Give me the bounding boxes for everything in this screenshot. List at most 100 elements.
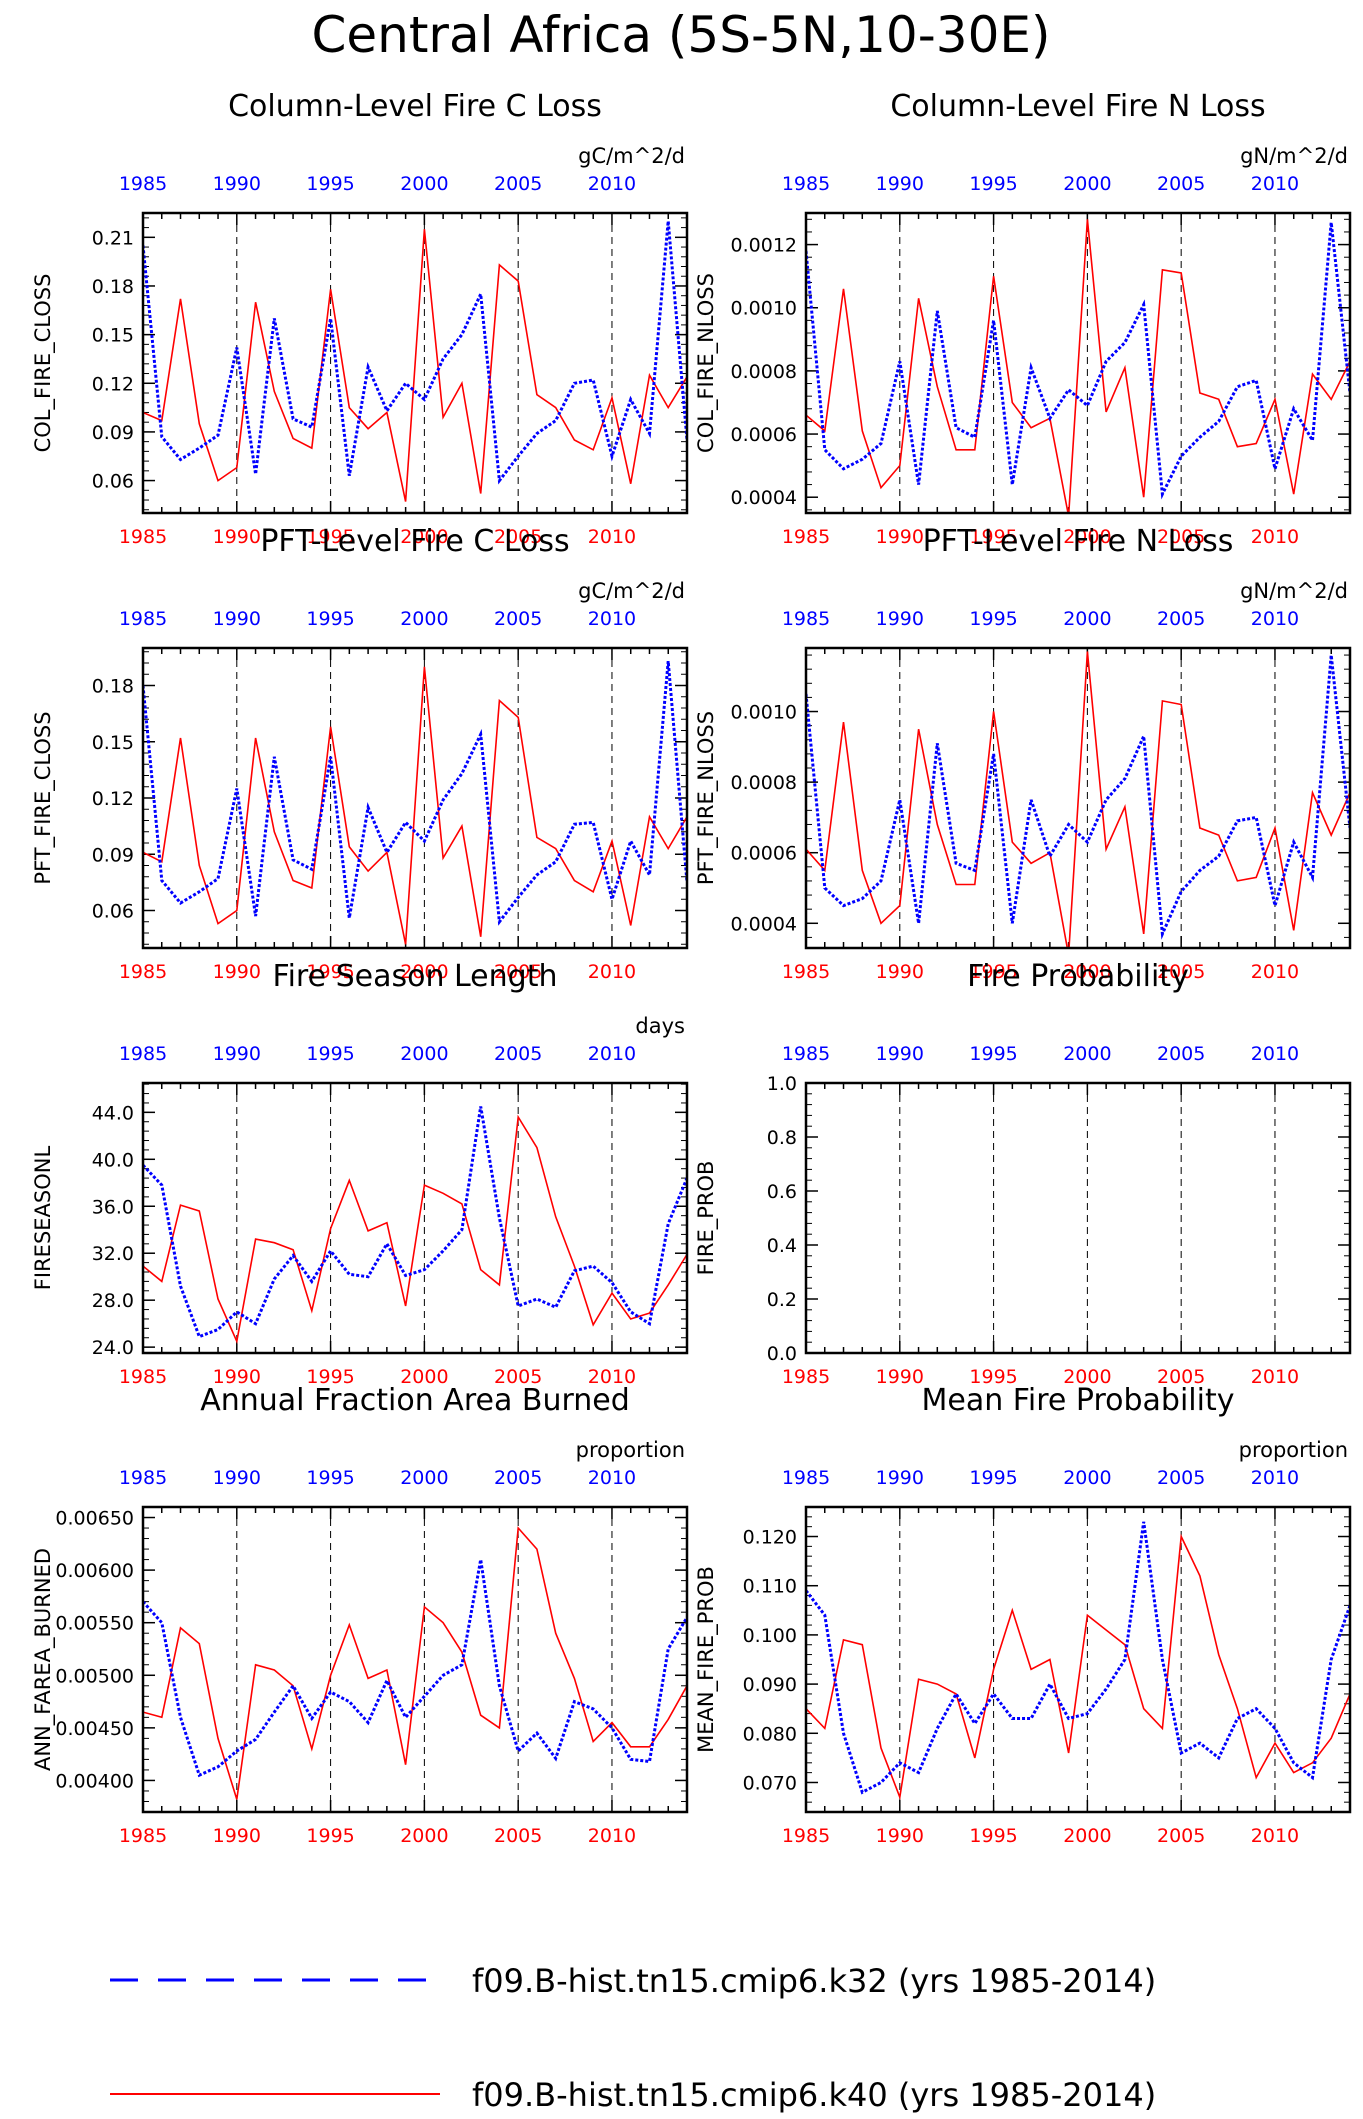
x-tick-label-bottom: 2000: [400, 1825, 448, 1847]
x-tick-label-top: 2010: [588, 1467, 636, 1489]
y-tick-label: 40.0: [92, 1149, 134, 1171]
series-line-k32: [806, 222, 1350, 500]
y-axis-label: FIRESEASONL: [31, 1146, 55, 1291]
units-label: gC/m^2/d: [578, 144, 685, 168]
x-tick-label-top: 1985: [119, 1043, 167, 1065]
x-tick-label-top: 1995: [969, 1043, 1017, 1065]
chart-title: Fire Probability: [967, 959, 1189, 994]
x-tick-label-bottom: 1990: [876, 526, 924, 548]
x-tick-label-bottom: 2000: [400, 526, 448, 548]
chart-panels: Column-Level Fire C Loss gC/m^2/d COL_FIRE…: [31, 89, 1352, 1847]
series-line-k40: [143, 229, 687, 502]
x-tick-label-top: 2010: [1251, 173, 1299, 195]
y-tick-label: 0.00600: [55, 1560, 134, 1582]
series-line-k40: [806, 651, 1350, 948]
x-tick-label-bottom: 2010: [1251, 1366, 1299, 1388]
x-tick-label-top: 2000: [400, 1467, 448, 1489]
units-label: proportion: [576, 1438, 685, 1462]
y-tick-label: 0.0006: [731, 424, 797, 446]
y-axis-label: FIRE_PROB: [694, 1161, 719, 1276]
y-tick-label: 44.0: [92, 1102, 134, 1124]
x-tick-label-top: 1995: [306, 1043, 354, 1065]
x-tick-label-top: 1995: [969, 608, 1017, 630]
x-tick-label-top: 1995: [969, 1467, 1017, 1489]
x-tick-label-bottom: 2000: [1063, 1825, 1111, 1847]
x-tick-label-bottom: 2000: [400, 961, 448, 983]
x-tick-label-bottom: 1995: [306, 1366, 354, 1388]
x-tick-label-top: 2010: [1251, 608, 1299, 630]
chart-title: Fire Season Length: [273, 959, 558, 994]
y-tick-label: 24.0: [92, 1337, 134, 1359]
x-tick-label-top: 2010: [588, 1043, 636, 1065]
y-tick-label: 0.120: [743, 1527, 797, 1549]
y-tick-label: 0.12: [92, 788, 134, 810]
x-tick-label-top: 1985: [119, 1467, 167, 1489]
y-tick-label: 0.070: [743, 1772, 797, 1794]
plot-frame: [804, 1505, 1352, 1814]
x-tick-label-top: 1990: [876, 1043, 924, 1065]
x-tick-label-top: 2005: [494, 1043, 542, 1065]
x-tick-label-top: 2005: [1157, 608, 1205, 630]
plot-frame: [804, 646, 1352, 950]
x-tick-label-top: 1995: [306, 1467, 354, 1489]
x-tick-label-top: 1995: [306, 173, 354, 195]
y-axis-label: PFT_FIRE_CLOSS: [31, 711, 56, 884]
y-tick-label: 0.00400: [55, 1770, 134, 1792]
series-line-k40: [806, 219, 1350, 513]
series-line-k32: [143, 1106, 687, 1339]
x-tick-label-bottom: 1985: [119, 526, 167, 548]
y-tick-label: 0.0004: [731, 487, 797, 509]
x-tick-label-bottom: 2000: [400, 1366, 448, 1388]
x-tick-label-bottom: 2010: [1251, 961, 1299, 983]
x-tick-label-bottom: 1985: [119, 1366, 167, 1388]
y-tick-label: 0.0006: [731, 843, 797, 865]
x-tick-label-top: 2000: [1063, 1043, 1111, 1065]
x-tick-label-top: 1995: [306, 608, 354, 630]
x-tick-label-top: 2010: [588, 608, 636, 630]
legend-label-k40: f09.B-hist.tn15.cmip6.k40 (yrs 1985-2014…: [472, 2076, 1156, 2114]
y-tick-label: 0.8: [767, 1127, 797, 1149]
y-tick-label: 0.00550: [55, 1613, 134, 1635]
x-tick-label-bottom: 2005: [1157, 1825, 1205, 1847]
x-tick-label-top: 2005: [494, 608, 542, 630]
x-tick-label-bottom: 1990: [213, 961, 261, 983]
page-title: Central Africa (5S-5N,10-30E): [311, 6, 1050, 64]
plot-frame: [141, 1081, 689, 1355]
x-tick-label-top: 1985: [782, 173, 830, 195]
x-tick-label-bottom: 1995: [969, 1366, 1017, 1388]
units-label: proportion: [1239, 1438, 1348, 1462]
plot-frame: [141, 211, 689, 515]
series-line-k32: [806, 654, 1350, 940]
x-tick-label-bottom: 1990: [876, 1825, 924, 1847]
x-tick-label-bottom: 2005: [1157, 961, 1205, 983]
x-tick-label-bottom: 1995: [306, 961, 354, 983]
x-tick-label-top: 1990: [876, 1467, 924, 1489]
x-tick-label-top: 2005: [494, 1467, 542, 1489]
x-tick-label-bottom: 1995: [306, 1825, 354, 1847]
x-tick-label-top: 2000: [400, 173, 448, 195]
chart-title: Column-Level Fire C Loss: [228, 89, 602, 124]
x-tick-label-bottom: 2010: [588, 526, 636, 548]
y-tick-label: 0.6: [767, 1181, 797, 1203]
series-line-k40: [143, 1526, 687, 1800]
x-tick-label-bottom: 1985: [119, 1825, 167, 1847]
x-tick-label-top: 2000: [1063, 173, 1111, 195]
units-label: gC/m^2/d: [578, 579, 685, 603]
chart-title: PFT-Level Fire N Loss: [923, 524, 1234, 559]
x-tick-label-top: 2005: [1157, 1043, 1205, 1065]
legend: f09.B-hist.tn15.cmip6.k32 (yrs 1985-2014…: [110, 1962, 1156, 2114]
x-tick-label-bottom: 2000: [1063, 526, 1111, 548]
y-tick-label: 0.0008: [731, 772, 797, 794]
x-tick-label-top: 1990: [876, 173, 924, 195]
x-tick-label-top: 1985: [119, 173, 167, 195]
x-tick-label-top: 1990: [213, 608, 261, 630]
x-tick-label-bottom: 2005: [494, 961, 542, 983]
units-label: gN/m^2/d: [1240, 144, 1348, 168]
series-line-k32: [806, 1521, 1350, 1795]
y-axis-label: ANN_FAREA_BURNED: [31, 1548, 56, 1771]
x-tick-label-bottom: 2010: [1251, 526, 1299, 548]
x-tick-label-bottom: 1995: [969, 1825, 1017, 1847]
x-tick-label-bottom: 1985: [782, 1366, 830, 1388]
